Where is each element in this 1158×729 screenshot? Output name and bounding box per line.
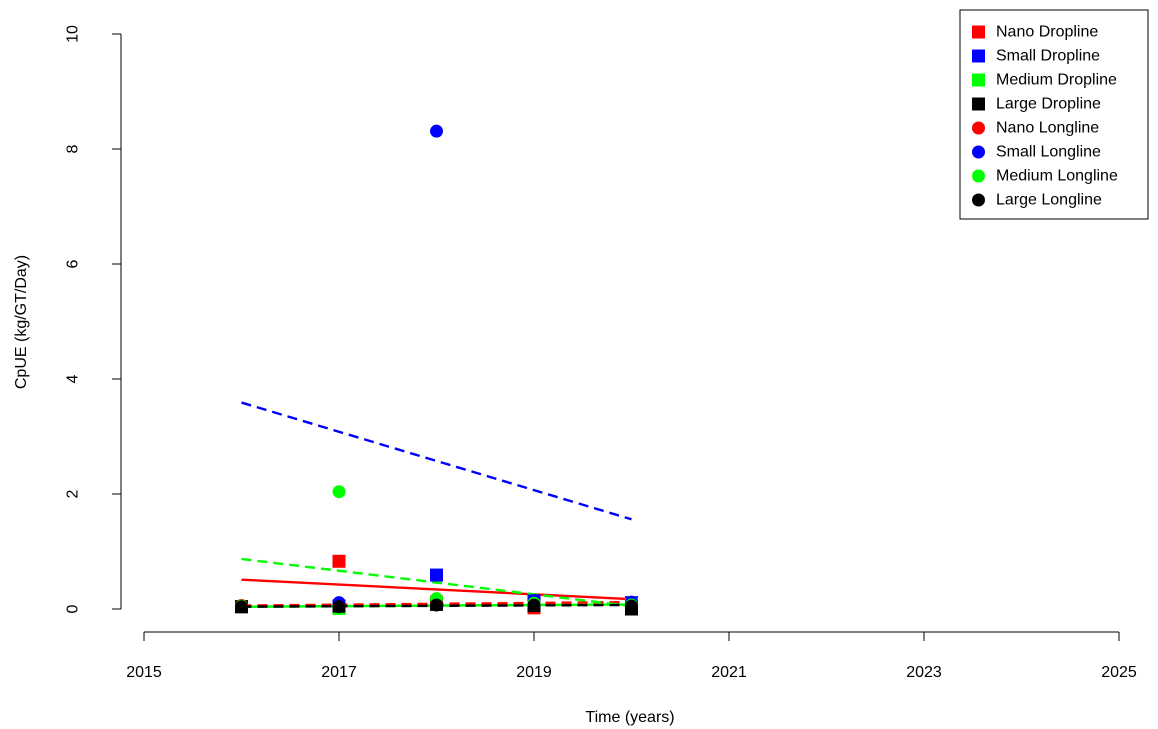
y-tick-label: 2 [65,489,82,498]
data-point-circle [625,599,638,613]
legend-label: Large Longline [996,192,1102,209]
legend-marker-circle [972,145,985,159]
trend-line [241,578,632,601]
legend: Nano Dropline Small Dropline Medium Dropli… [959,9,1149,220]
legend-marker-square [972,25,985,39]
legend-marker-circle [972,193,985,207]
y-axis-label: CpUE (kg/GT/Day) [13,255,30,389]
y-tick-label: 8 [65,144,82,153]
legend-marker-square [972,97,985,111]
legend-label: Medium Dropline [996,72,1117,89]
chart-axes: 2015 2017 2019 2021 2023 2025 0 2 4 6 8 10 [65,25,1137,681]
y-tick-label: 4 [65,374,82,383]
legend-label: Small Dropline [996,48,1100,65]
legend-marker-square [972,73,985,87]
trend-line [241,401,632,521]
legend-label: Small Longline [996,144,1101,161]
x-tick-label: 2021 [711,664,747,681]
y-tick-label: 10 [65,25,82,43]
legend-marker-circle [972,121,985,135]
data-point-circle [332,485,346,499]
y-tick-label: 6 [65,259,82,268]
data-points [235,124,638,616]
legend-label: Nano Dropline [996,24,1098,41]
data-point-circle [332,600,346,614]
x-tick-label: 2019 [516,664,552,681]
legend-label: Medium Longline [996,168,1118,185]
data-point-square [332,554,346,568]
data-point-circle [527,598,541,612]
legend-label: Large Dropline [996,96,1101,113]
x-tick-label: 2025 [1101,664,1137,681]
x-axis-label: Time (years) [585,709,674,726]
x-tick-label: 2017 [321,664,357,681]
x-tick-label: 2015 [126,664,162,681]
legend-box [959,9,1149,220]
legend-marker-circle [972,169,985,183]
trend-line [241,557,632,608]
x-tick-label: 2023 [906,664,942,681]
legend-marker-square [972,49,985,63]
data-point-circle [235,600,248,614]
y-tick-label: 0 [65,604,82,613]
data-point-circle [430,598,443,612]
data-point-square [430,568,443,582]
legend-label: Nano Longline [996,120,1099,137]
data-point-circle [430,124,443,138]
